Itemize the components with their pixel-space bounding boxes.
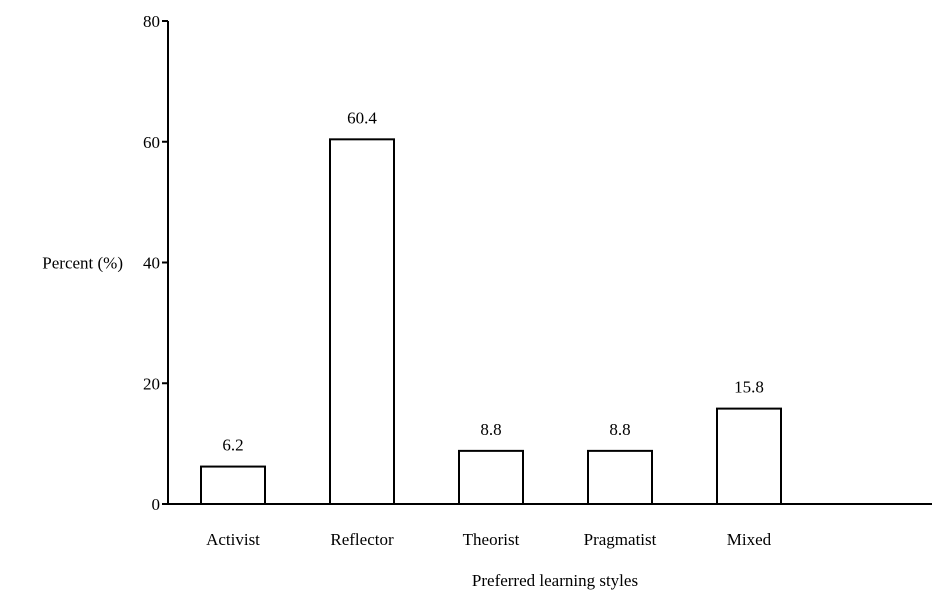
- x-tick-label-pragmatist: Pragmatist: [584, 530, 657, 549]
- x-tick-label-reflector: Reflector: [330, 530, 394, 549]
- y-tick-label: 20: [143, 374, 160, 393]
- data-label-reflector: 60.4: [347, 108, 377, 127]
- bar-activist: [200, 465, 266, 506]
- x-tick-label-activist: Activist: [206, 530, 260, 549]
- data-label-activist: 6.2: [222, 436, 243, 455]
- y-tick-label: 60: [143, 133, 160, 152]
- bar-pragmatist: [587, 449, 653, 505]
- data-label-pragmatist: 8.8: [609, 420, 630, 439]
- bar-mixed: [716, 407, 782, 506]
- x-axis-tick-labels: Activist Reflector Theorist Pragmatist Mixed: [206, 530, 772, 549]
- x-tick-label-theorist: Theorist: [463, 530, 520, 549]
- bar-theorist: [458, 449, 524, 505]
- data-label-theorist: 8.8: [480, 420, 501, 439]
- bar-reflector: [329, 138, 395, 506]
- data-labels: 6.2 60.4 8.8 8.8 15.8: [222, 108, 764, 454]
- y-tick-label: 0: [152, 495, 161, 514]
- x-axis-title: Preferred learning styles: [472, 571, 638, 590]
- x-tick-label-mixed: Mixed: [727, 530, 772, 549]
- y-tick-label: 40: [143, 254, 160, 273]
- y-axis-title: Percent (%): [42, 254, 123, 273]
- data-label-mixed: 15.8: [734, 378, 764, 397]
- bars: [200, 138, 782, 506]
- y-tick-label: 80: [143, 12, 160, 31]
- y-axis-ticks: 0 20 40 60 80: [143, 12, 168, 514]
